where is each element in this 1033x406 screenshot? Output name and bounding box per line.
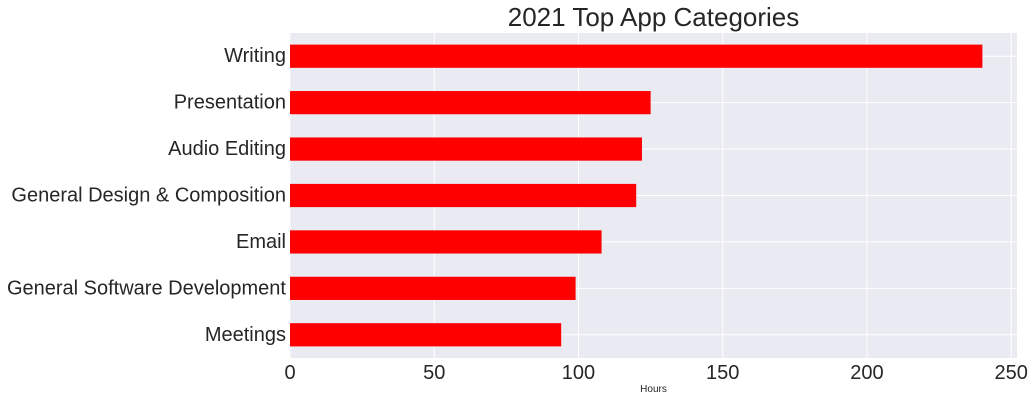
y-tick-label: General Design & Composition: [11, 185, 286, 207]
bar-presentation: [290, 91, 651, 115]
x-axis-label: Hours: [640, 384, 667, 395]
bar-email: [290, 230, 602, 254]
y-tick-label: Writing: [224, 45, 286, 67]
y-tick-label: Meetings: [205, 324, 286, 346]
bar-audio-editing: [290, 137, 642, 161]
x-tick-labels: 0 50 100 150 200 250: [284, 362, 1027, 384]
bar-meetings: [290, 323, 562, 347]
y-tick-labels: Meetings General Software Development Emai…: [7, 45, 286, 346]
y-tick-label: Presentation: [174, 92, 286, 114]
x-tick-label: 250: [995, 362, 1028, 384]
bar-writing: [290, 44, 983, 68]
chart-title: 2021 Top App Categories: [508, 2, 800, 32]
bar-general-software-development: [290, 276, 576, 300]
y-tick-label: Audio Editing: [168, 138, 286, 160]
bar-general-design-composition: [290, 183, 637, 208]
x-tick-label: 100: [562, 362, 595, 384]
x-tick-label: 200: [850, 362, 883, 384]
x-tick-label: 50: [423, 362, 445, 384]
x-tick-label: 150: [706, 362, 739, 384]
x-tick-label: 0: [284, 362, 295, 384]
y-tick-label: General Software Development: [7, 277, 286, 299]
y-tick-label: Email: [236, 231, 286, 253]
bars: [290, 44, 983, 347]
